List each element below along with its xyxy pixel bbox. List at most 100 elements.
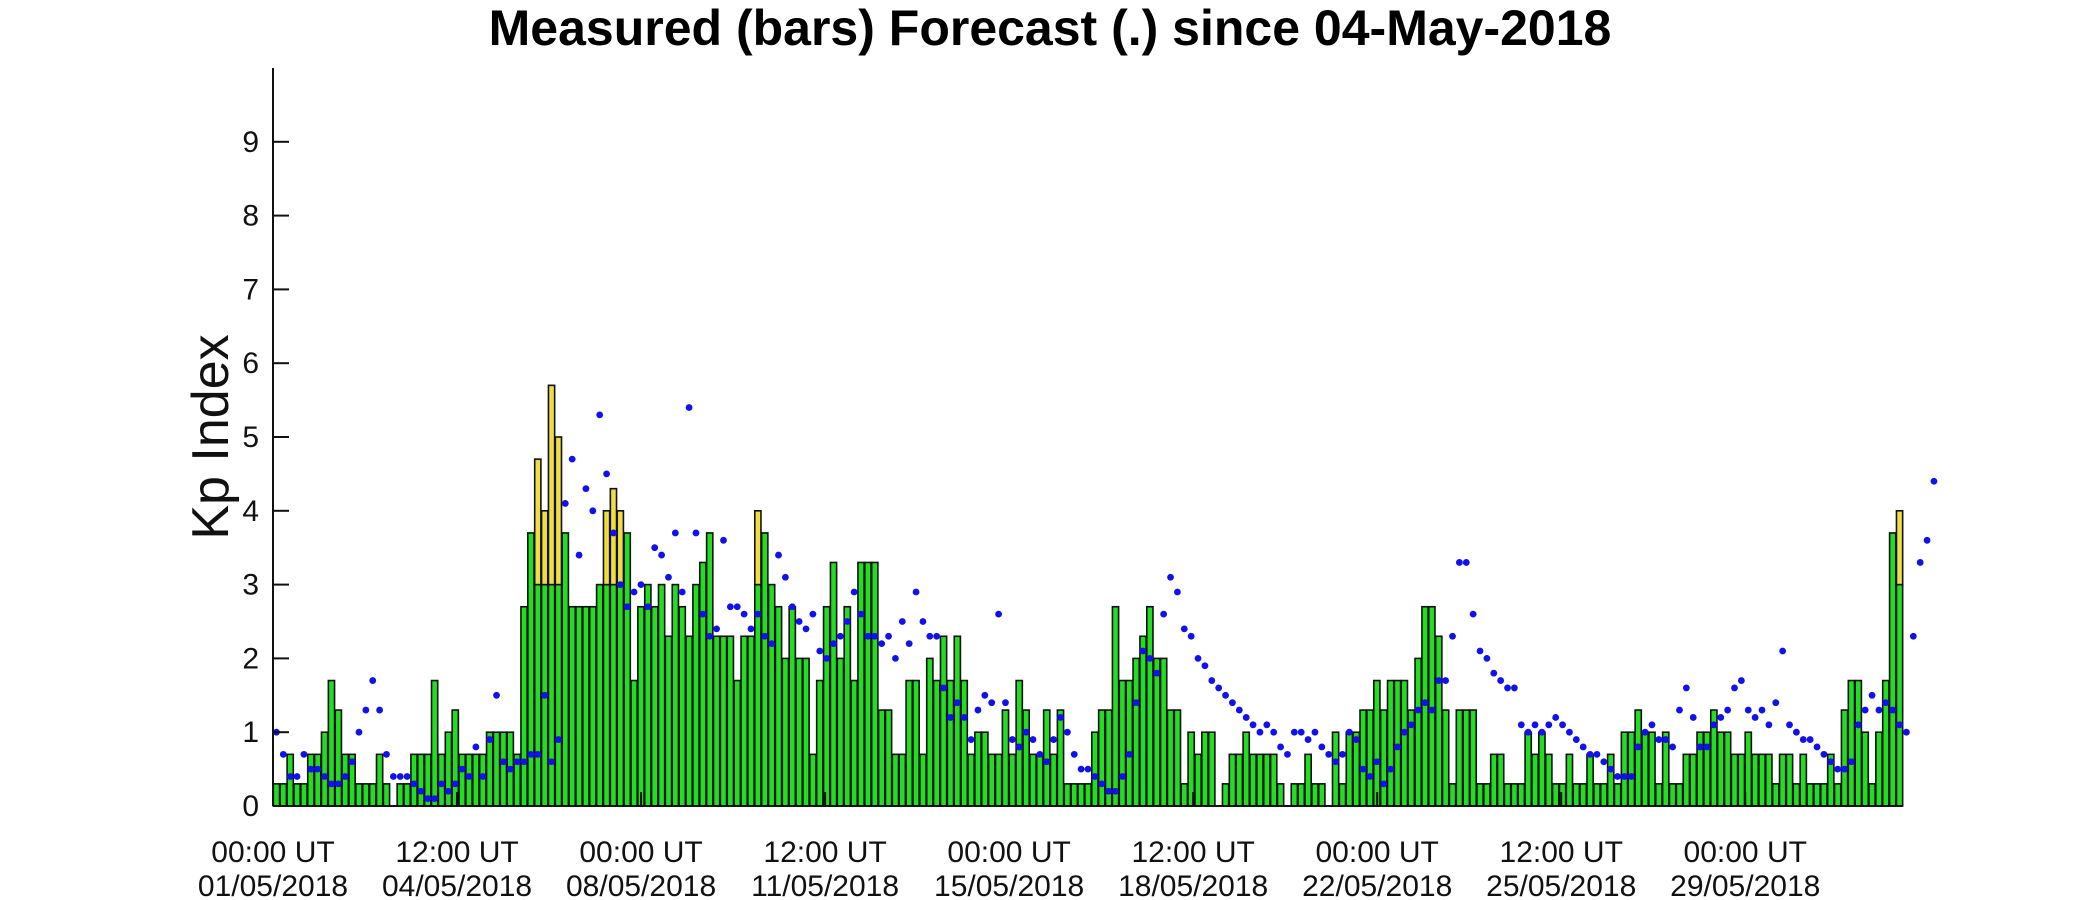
forecast-dot	[1497, 677, 1505, 684]
bar-segment	[1077, 783, 1086, 807]
bar	[382, 783, 391, 807]
bar	[1654, 783, 1663, 807]
forecast-dot	[279, 750, 287, 758]
forecast-dot	[1263, 721, 1271, 729]
forecast-dot	[1380, 780, 1388, 788]
bar	[623, 532, 632, 807]
bar-segment	[740, 635, 749, 807]
bar	[767, 583, 776, 807]
forecast-dot	[1222, 691, 1229, 699]
bar	[368, 783, 377, 807]
bar-segment	[279, 783, 288, 807]
bar-segment	[1716, 731, 1725, 807]
forecast-dot	[1455, 559, 1463, 566]
bar-segment	[643, 583, 652, 807]
bar-segment	[485, 731, 494, 807]
bar-segment	[471, 753, 480, 807]
forecast-dot	[1751, 714, 1759, 721]
bar-segment	[1386, 679, 1395, 807]
bar-segment	[1111, 605, 1120, 807]
forecast-dot	[1063, 728, 1071, 736]
bar-upper-segment	[1895, 509, 1904, 586]
forecast-dot	[1105, 787, 1113, 795]
bar-segment	[1517, 783, 1526, 807]
bar-segment	[1764, 753, 1773, 807]
bar-segment	[1641, 731, 1649, 807]
bar-segment	[1778, 753, 1787, 807]
forecast-dot	[1511, 684, 1518, 692]
bar	[1276, 783, 1285, 807]
forecast-dot	[1930, 477, 1938, 485]
forecast-dot	[1008, 736, 1016, 743]
bar-segment	[1317, 783, 1326, 807]
bar	[1641, 731, 1649, 807]
forecast-dot	[1174, 588, 1181, 596]
bar-segment	[623, 532, 632, 807]
forecast-dot	[1758, 706, 1766, 714]
x-tick-label-date: 22/05/2018	[1302, 870, 1452, 900]
bar-segment	[987, 753, 996, 807]
forecast-dot	[1662, 736, 1670, 743]
forecast-dot	[1820, 750, 1828, 758]
bar	[602, 509, 611, 807]
forecast-dot	[1744, 706, 1752, 714]
bar-segment	[657, 583, 666, 807]
bar	[1806, 783, 1815, 807]
bar-segment	[815, 679, 824, 807]
bar-segment	[1063, 783, 1072, 807]
forecast-dot	[444, 787, 452, 795]
bar-segment	[1276, 783, 1285, 807]
chart-title: Measured (bars) Forecast (.) since 04-Ma…	[488, 0, 1612, 56]
forecast-dot	[795, 618, 803, 625]
forecast-dot	[1057, 714, 1064, 721]
forecast-dot	[1772, 699, 1780, 707]
forecast-dot	[623, 603, 631, 611]
bar	[857, 561, 865, 807]
bar-segment	[1483, 783, 1491, 807]
forecast-dot	[1848, 758, 1855, 766]
forecast-dot	[341, 773, 349, 780]
bar	[637, 605, 645, 807]
bar-segment	[1627, 731, 1636, 807]
bar-segment	[822, 605, 831, 807]
bar-segment	[870, 561, 879, 807]
y-tick-label: 0	[242, 790, 259, 823]
bar-segment	[980, 731, 989, 807]
bar-upper-segment	[609, 487, 618, 586]
bar	[1544, 753, 1553, 807]
bar-segment	[726, 635, 735, 807]
bar	[568, 605, 577, 807]
bar	[1070, 783, 1079, 807]
x-tick-label-time: 00:00 UT	[947, 836, 1070, 869]
bar-segment	[1469, 709, 1478, 807]
x-tick-label-date: 15/05/2018	[934, 870, 1084, 900]
bar	[1620, 731, 1629, 807]
x-tick-label-time: 00:00 UT	[1315, 836, 1438, 869]
bar	[1352, 731, 1361, 807]
bar-segment	[1730, 753, 1739, 807]
forecast-dot	[513, 758, 521, 766]
bar	[843, 605, 852, 807]
bar-segment	[588, 605, 597, 807]
bar-segment	[1551, 783, 1560, 807]
bar	[1661, 731, 1670, 807]
bar	[437, 753, 446, 807]
bar-upper-segment	[533, 458, 542, 586]
bar-segment	[774, 605, 783, 807]
bar	[932, 679, 941, 807]
x-tick-label-time: 00:00 UT	[579, 836, 702, 869]
bar	[1400, 679, 1409, 807]
y-tick-label: 9	[242, 126, 259, 159]
bar	[1895, 509, 1904, 807]
forecast-dot	[1586, 750, 1594, 758]
forecast-dot	[1717, 714, 1725, 721]
bar	[1730, 753, 1739, 807]
bar	[1593, 783, 1601, 807]
forecast-dot	[1896, 721, 1903, 729]
bar-segment	[1737, 753, 1746, 807]
bar-segment	[1132, 657, 1141, 807]
bar-segment	[939, 635, 948, 807]
bar	[1201, 731, 1209, 807]
forecast-dot	[1387, 765, 1395, 773]
forecast-dot	[1139, 647, 1147, 655]
